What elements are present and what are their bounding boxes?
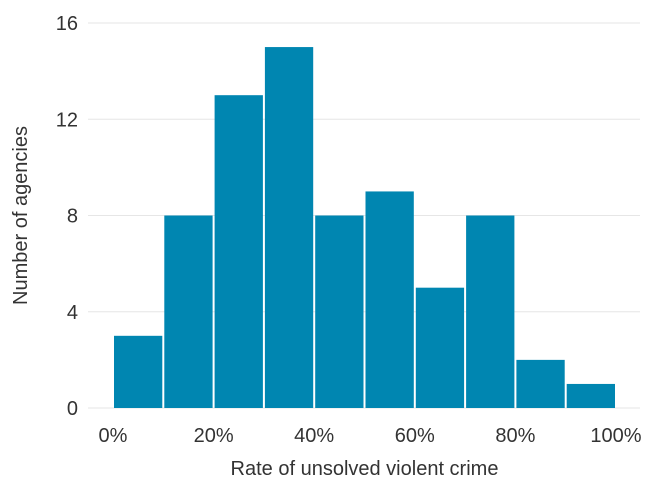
x-tick-label: 0% xyxy=(99,425,128,447)
y-tick-label: 16 xyxy=(56,13,78,35)
y-axis-title: Number of agencies xyxy=(10,126,32,305)
x-axis-title: Rate of unsolved violent crime xyxy=(231,458,499,480)
histogram-bar-40-50 xyxy=(315,215,364,408)
y-axis-ticks: 0 4 8 12 16 xyxy=(56,13,78,420)
histogram-bar-0-10 xyxy=(114,335,163,408)
x-tick-label: 40% xyxy=(294,425,334,447)
x-tick-label: 20% xyxy=(194,425,234,447)
histogram-bar-20-30 xyxy=(214,95,263,408)
y-tick-label: 4 xyxy=(67,302,78,324)
histogram-bar-50-60 xyxy=(365,191,414,408)
x-tick-label: 60% xyxy=(395,425,435,447)
bars xyxy=(114,47,615,408)
x-tick-label: 80% xyxy=(495,425,535,447)
histogram-bar-70-80 xyxy=(466,215,515,408)
y-tick-label: 8 xyxy=(67,206,78,228)
histogram-bar-90-100 xyxy=(566,383,615,408)
y-tick-label: 0 xyxy=(67,398,78,420)
histogram-bar-10-20 xyxy=(164,215,213,408)
x-tick-label: 100% xyxy=(590,425,641,447)
x-axis-ticks: 0% 20% 40% 60% 80% 100% xyxy=(99,425,642,447)
histogram-bar-80-90 xyxy=(516,359,565,408)
histogram-bar-30-40 xyxy=(264,47,314,408)
y-tick-label: 12 xyxy=(56,109,78,131)
histogram-bar-60-70 xyxy=(415,287,465,408)
